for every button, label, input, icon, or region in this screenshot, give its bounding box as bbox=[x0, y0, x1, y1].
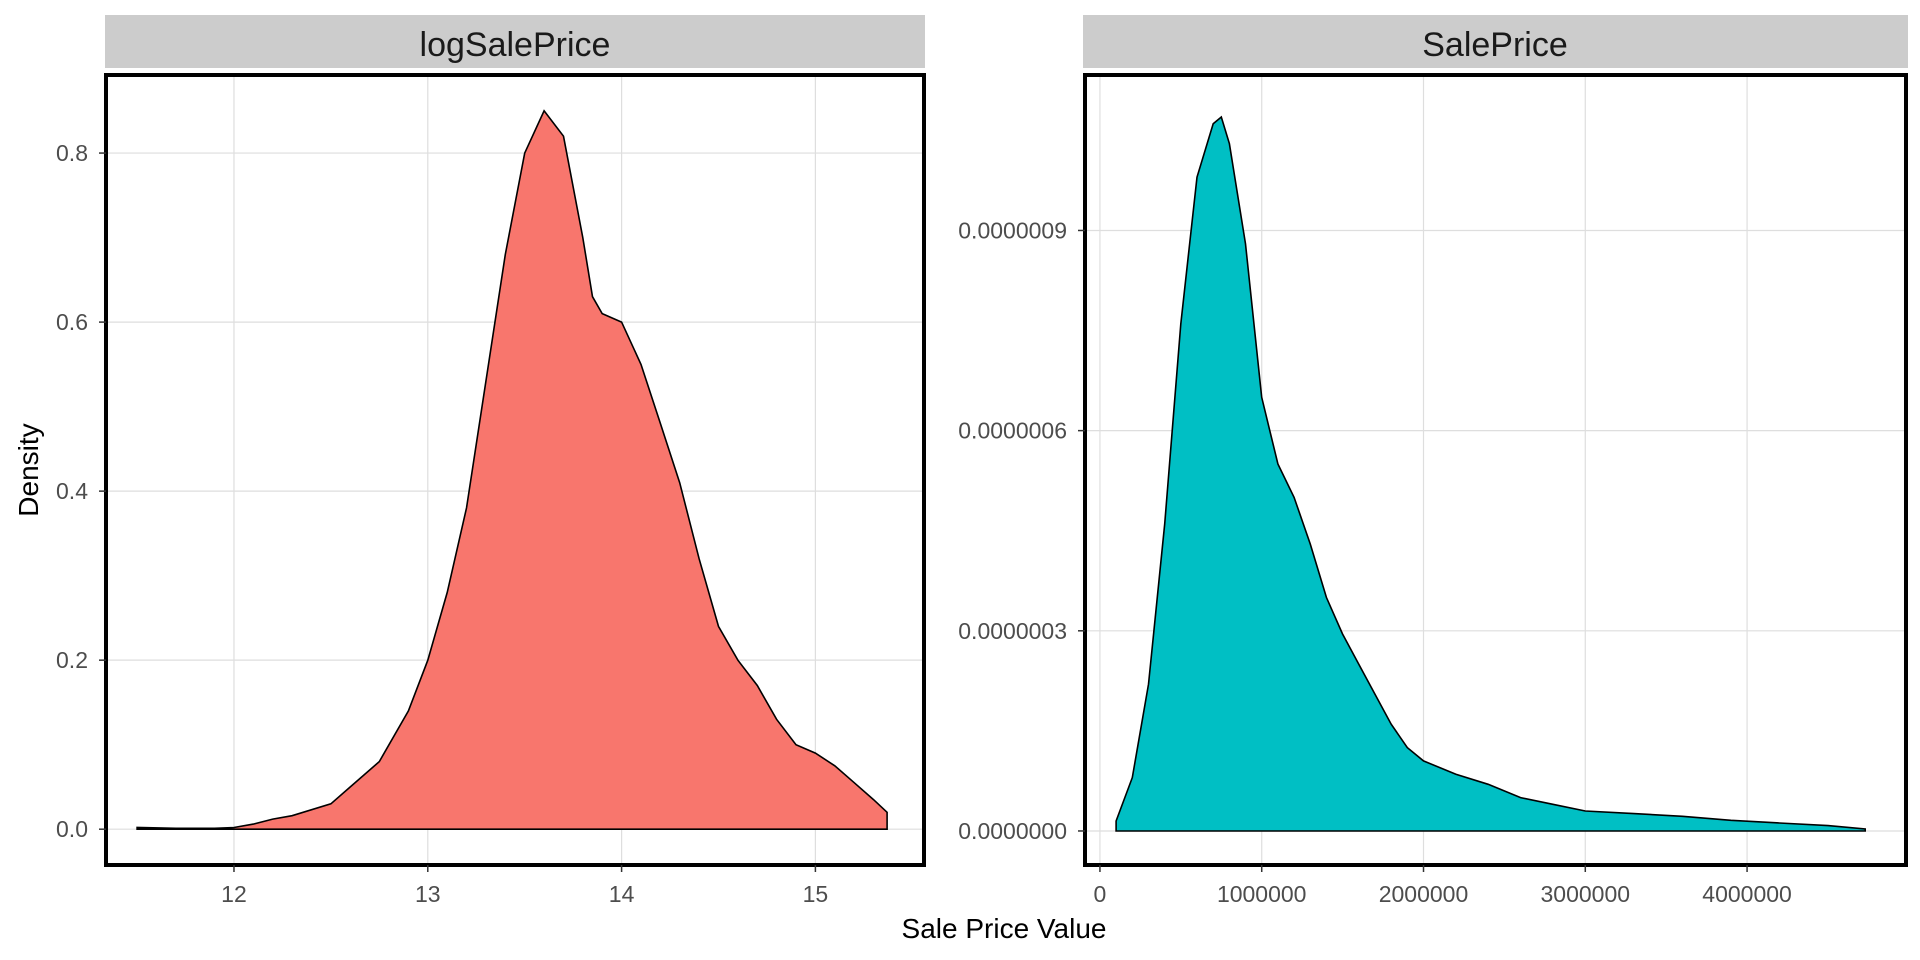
x-ticks-logsaleprice: 12 13 14 15 bbox=[221, 865, 828, 907]
x-tick-label-saleprice-2: 2000000 bbox=[1379, 881, 1469, 907]
x-tick-label-saleprice-1: 1000000 bbox=[1217, 881, 1307, 907]
panel-saleprice: SalePrice 0 1000000 2000000 3000000 4000000 … bbox=[958, 15, 1908, 907]
y-tick-label-saleprice-1: 0.0000003 bbox=[958, 618, 1067, 644]
panel-logsaleprice: logSalePrice 12 13 14 15 0.0 0.2 0.4 0.6 0.8 bbox=[56, 15, 926, 907]
x-tick-label-saleprice-0: 0 bbox=[1094, 881, 1107, 907]
x-tick-label-logsaleprice-2: 14 bbox=[609, 881, 635, 907]
y-tick-label-logsaleprice-2: 0.4 bbox=[56, 478, 88, 504]
y-tick-label-saleprice-0: 0.0000000 bbox=[958, 818, 1067, 844]
x-tick-label-saleprice-4: 4000000 bbox=[1702, 881, 1792, 907]
y-ticks-saleprice: 0.0000000 0.0000003 0.0000006 0.0000009 bbox=[958, 217, 1085, 844]
strip-background-saleprice bbox=[1083, 15, 1908, 68]
x-tick-label-logsaleprice-3: 15 bbox=[803, 881, 829, 907]
y-tick-label-logsaleprice-3: 0.6 bbox=[56, 309, 88, 335]
y-ticks-logsaleprice: 0.0 0.2 0.4 0.6 0.8 bbox=[56, 140, 106, 842]
y-tick-label-logsaleprice-4: 0.8 bbox=[56, 140, 88, 166]
strip-title-saleprice: SalePrice bbox=[1422, 26, 1568, 64]
x-tick-label-logsaleprice-0: 12 bbox=[221, 881, 247, 907]
panel-border-saleprice bbox=[1083, 73, 1908, 867]
x-tick-label-logsaleprice-1: 13 bbox=[415, 881, 441, 907]
strip-title-logsaleprice: logSalePrice bbox=[420, 26, 611, 64]
density-area-saleprice bbox=[1115, 115, 1866, 832]
strip-background-logsaleprice bbox=[105, 15, 925, 68]
density-area-logsaleprice bbox=[136, 109, 888, 830]
x-axis-title: Sale Price Value bbox=[902, 913, 1107, 944]
y-tick-label-logsaleprice-0: 0.0 bbox=[56, 816, 88, 842]
x-tick-label-saleprice-3: 3000000 bbox=[1541, 881, 1631, 907]
y-axis-title: Density bbox=[13, 423, 44, 516]
y-tick-label-saleprice-2: 0.0000006 bbox=[958, 418, 1067, 444]
panel-border-logsaleprice bbox=[104, 73, 926, 867]
x-ticks-saleprice: 0 1000000 2000000 3000000 4000000 bbox=[1094, 865, 1792, 907]
y-tick-label-saleprice-3: 0.0000009 bbox=[958, 217, 1067, 243]
y-tick-label-logsaleprice-1: 0.2 bbox=[56, 647, 88, 673]
